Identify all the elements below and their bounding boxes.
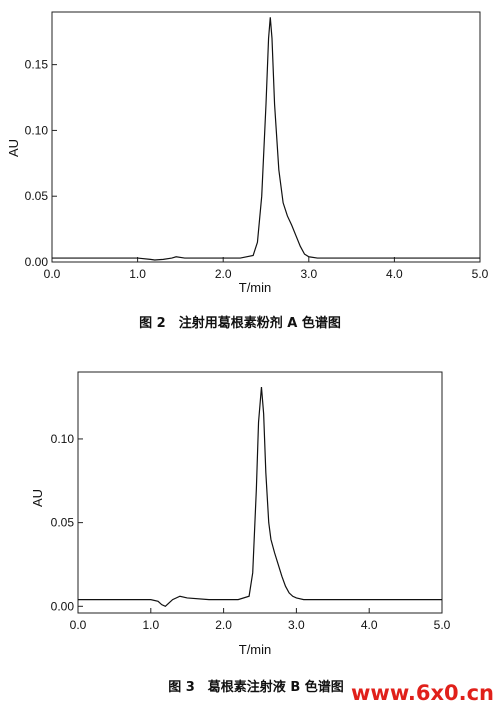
x-tick-label: 1.0 bbox=[142, 618, 159, 632]
x-axis-ticks: 0.0 1.0 2.0 3.0 4.0 5.0 bbox=[44, 257, 489, 281]
watermark-text: www.6x0.cn bbox=[351, 681, 494, 705]
y-tick-label: 0.10 bbox=[51, 432, 75, 446]
chromatogram-trace bbox=[78, 387, 442, 608]
x-tick-label: 4.0 bbox=[361, 618, 378, 632]
x-tick-label: 1.0 bbox=[129, 267, 146, 281]
y-tick-label: 0.05 bbox=[25, 189, 49, 203]
x-tick-label: 3.0 bbox=[288, 618, 305, 632]
x-tick-label: 0.0 bbox=[70, 618, 87, 632]
figure-caption: 图 3 葛根素注射液 B 色谱图 bbox=[168, 679, 344, 695]
x-tick-label: 2.0 bbox=[215, 267, 232, 281]
y-axis-ticks: 0.00 0.05 0.10 0.15 bbox=[25, 58, 57, 269]
chromatogram-a: 0.00 0.05 0.10 0.15 0.0 1.0 2.0 3.0 4.0 5.0 AU T… bbox=[6, 11, 489, 331]
y-axis-title: AU bbox=[6, 139, 21, 157]
plot-frame bbox=[77, 371, 443, 614]
x-tick-label: 5.0 bbox=[434, 618, 451, 632]
x-tick-label: 2.0 bbox=[215, 618, 232, 632]
chromatogram-trace bbox=[52, 17, 480, 261]
y-tick-label: 0.05 bbox=[51, 516, 75, 530]
x-tick-label: 5.0 bbox=[472, 267, 489, 281]
y-axis-ticks: 0.00 0.05 0.10 bbox=[51, 432, 83, 613]
y-tick-label: 0.00 bbox=[25, 255, 49, 269]
y-tick-label: 0.10 bbox=[25, 123, 49, 137]
x-tick-label: 0.0 bbox=[44, 267, 61, 281]
x-axis-title: T/min bbox=[239, 280, 272, 295]
y-axis-title: AU bbox=[30, 489, 45, 507]
x-axis-title: T/min bbox=[239, 642, 272, 657]
figure-caption: 图 2 注射用葛根素粉剂 A 色谱图 bbox=[139, 315, 341, 331]
y-tick-label: 0.15 bbox=[25, 58, 49, 72]
plot-frame bbox=[51, 11, 481, 263]
x-tick-label: 3.0 bbox=[300, 267, 317, 281]
x-tick-label: 4.0 bbox=[386, 267, 403, 281]
chromatogram-b: 0.00 0.05 0.10 0.0 1.0 2.0 3.0 4.0 5.0 AU T/min… bbox=[30, 371, 451, 695]
y-tick-label: 0.00 bbox=[51, 599, 75, 613]
x-axis-ticks: 0.0 1.0 2.0 3.0 4.0 5.0 bbox=[70, 608, 451, 632]
